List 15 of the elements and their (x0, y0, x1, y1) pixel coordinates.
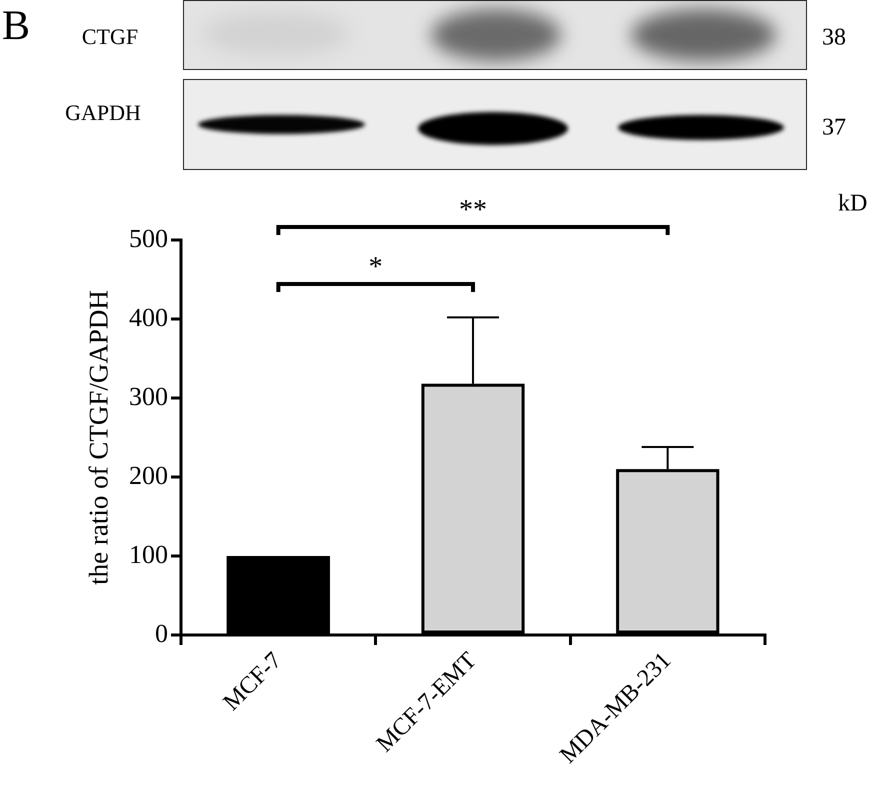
y-tick-label: 300 (129, 382, 168, 411)
annotation: * (368, 251, 383, 282)
text: 37 (822, 114, 846, 140)
text: CTGF (82, 24, 138, 49)
y-tick-label: 400 (129, 302, 168, 332)
text: 38 (822, 24, 846, 50)
y-tick-label: 200 (129, 460, 168, 490)
y-axis-title: the ratio of CTGF/GAPDH (83, 290, 114, 585)
y-tick-label: 100 (129, 540, 168, 569)
y-tick-label: 0 (155, 618, 168, 648)
y-tick-label: 500 (129, 224, 168, 253)
text: GAPDH (65, 100, 141, 125)
text: ** (459, 194, 487, 226)
text: B (2, 3, 30, 50)
text: kD (838, 190, 868, 216)
